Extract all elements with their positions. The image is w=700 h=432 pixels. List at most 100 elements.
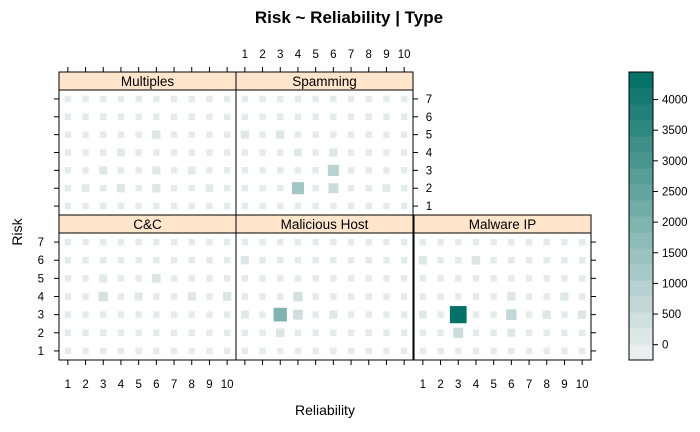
heat-cell (241, 149, 249, 156)
heat-cell (259, 167, 266, 174)
panel-spamming: Spamming (235, 71, 414, 216)
y-tick-label: 2 (426, 183, 432, 195)
colorbar-swatch (629, 248, 653, 265)
colorbar-swatch (629, 200, 653, 217)
heat-cell (259, 347, 266, 355)
heat-cell (507, 328, 516, 337)
heat-cell (347, 95, 355, 103)
heat-cell (259, 202, 266, 210)
heat-cell (277, 293, 284, 300)
heat-cell (400, 293, 408, 300)
heat-cell (152, 184, 161, 193)
heat-cell (365, 275, 372, 282)
heat-cell (294, 95, 302, 103)
heat-cell (241, 202, 249, 210)
heat-cell (347, 311, 355, 318)
heat-cell (100, 113, 107, 121)
heat-cell (525, 275, 533, 282)
colorbar-swatch (629, 72, 653, 89)
colorbar-swatch (629, 328, 653, 345)
heat-cell (277, 256, 284, 264)
x-tick-label: 10 (398, 49, 411, 61)
colorbar-tick-label: 3500 (662, 125, 688, 137)
heat-cell (259, 95, 266, 103)
heat-cell (188, 184, 195, 192)
heat-cell (82, 311, 89, 318)
heat-cell (383, 293, 390, 300)
heat-cell (170, 202, 178, 210)
heat-cell (259, 131, 266, 138)
x-tick-label: 10 (576, 379, 589, 391)
heat-cell (365, 167, 372, 174)
heat-cell (64, 202, 72, 210)
heat-cell (294, 275, 302, 282)
heat-cell (153, 113, 160, 121)
heat-cell (170, 184, 178, 192)
heat-cell (241, 275, 249, 282)
heat-cell (330, 275, 337, 282)
y-tick-label: 7 (38, 237, 44, 249)
heat-cell (277, 184, 284, 192)
heat-cell (223, 347, 231, 355)
heat-cell (383, 113, 390, 121)
heat-cell (330, 238, 337, 246)
heat-cell (329, 310, 338, 319)
heat-cell (365, 113, 372, 121)
heat-cell (117, 113, 125, 121)
heat-cell (347, 202, 355, 210)
heat-cell (100, 184, 107, 192)
heat-cell (100, 311, 107, 318)
heat-cell (241, 184, 249, 192)
heat-cell (82, 113, 89, 121)
heat-cell (365, 238, 372, 246)
heat-cell (275, 328, 285, 338)
heat-cell (170, 131, 178, 138)
heat-cell (294, 347, 302, 355)
heat-cell (472, 275, 480, 282)
heat-cell (223, 311, 231, 318)
heat-cell (312, 293, 319, 300)
heat-cell (449, 306, 467, 324)
heat-cell (365, 131, 372, 138)
colorbar-swatch (629, 264, 653, 281)
heat-cell (542, 310, 551, 319)
heat-cell (561, 275, 568, 282)
chart-title: Risk ~ Reliability | Type (255, 8, 443, 27)
heat-cell (330, 329, 337, 337)
panel-multiples: Multiples (58, 71, 237, 216)
heat-cell (543, 347, 550, 355)
heat-cell (347, 149, 355, 156)
axes: 1 2 3 4 5 6 7 8 9 10 1 2 3 4 5 6 7 8 9 101 2 3 4 5 6 7 8 9 101234567… (38, 49, 596, 391)
heat-cell (508, 238, 515, 246)
heat-cell (294, 329, 302, 337)
y-tick-label: 6 (38, 255, 44, 267)
heat-cell (117, 293, 125, 300)
heat-cell (490, 256, 497, 264)
colorbar-swatch (629, 312, 653, 329)
x-tick-label: 7 (348, 49, 354, 61)
heat-cell (117, 238, 125, 246)
heat-cell (206, 329, 213, 337)
heat-cell (82, 131, 89, 138)
heat-cell (170, 256, 178, 264)
heat-cell (100, 95, 107, 103)
heat-cell (543, 238, 550, 246)
heat-cell (365, 184, 372, 192)
heat-cell (206, 293, 213, 300)
heat-cell (508, 256, 515, 264)
heat-cell (170, 293, 178, 300)
heat-cell (223, 184, 231, 192)
heat-cell (170, 95, 178, 103)
heat-cell (347, 113, 355, 121)
x-tick-label: 7 (526, 379, 532, 391)
x-tick-label: 8 (544, 379, 550, 391)
heat-cell (383, 131, 390, 138)
x-tick-label: 9 (561, 379, 567, 391)
heat-cell (135, 329, 142, 337)
heat-cell (578, 275, 586, 282)
heat-cell (259, 113, 266, 121)
heat-cell (277, 167, 284, 174)
heat-cell (259, 149, 266, 156)
heat-cell (82, 293, 89, 300)
strip-label: Malware IP (469, 217, 537, 232)
